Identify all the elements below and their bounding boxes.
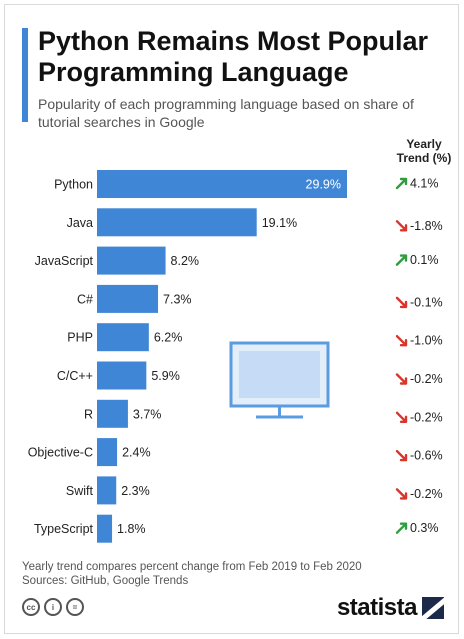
arrow-down-right-icon	[395, 373, 408, 385]
infographic-frame	[4, 4, 459, 634]
category-label: C/C++	[57, 369, 93, 383]
bar-1	[97, 208, 257, 237]
trend-label: -1.0%	[410, 334, 443, 348]
title-accent-bar	[22, 28, 28, 122]
trend-column-header: Yearly Trend (%)	[396, 137, 452, 165]
category-label: JavaScript	[35, 254, 94, 268]
statista-logo[interactable]: statista	[337, 594, 444, 622]
bar-9	[97, 514, 113, 543]
category-label: PHP	[67, 331, 93, 345]
arrow-up-right-icon	[395, 522, 408, 534]
category-label: Objective-C	[28, 446, 93, 460]
category-label: C#	[77, 292, 93, 306]
arrow-up-right-icon	[395, 177, 408, 190]
trend-note: Yearly trend compares percent change fro…	[22, 561, 362, 573]
chart-title: Python Remains Most Popular Programming …	[38, 26, 429, 87]
arrow-down-right-icon	[395, 449, 408, 462]
trend-label: -0.2%	[410, 410, 443, 424]
creative-commons-icon: cc	[22, 598, 40, 616]
value-label: 5.9%	[151, 369, 180, 383]
sources-note: Sources: GitHub, Google Trends	[22, 575, 189, 587]
value-label: 7.3%	[163, 292, 192, 306]
category-label: Swift	[66, 484, 94, 498]
monitor-screen	[239, 351, 320, 398]
trend-label: 0.3%	[410, 521, 439, 535]
bar-6	[97, 399, 128, 428]
value-label: 2.4%	[122, 446, 151, 460]
value-label: 29.9%	[306, 178, 341, 192]
bar-8	[97, 476, 117, 505]
trend-label: 4.1%	[410, 177, 439, 191]
bar-chart: Python 29.9% 4.1% Java 19.1% -1.8% JavaScript 8…	[28, 170, 443, 543]
arrow-down-right-icon	[395, 411, 408, 423]
value-label: 1.8%	[117, 522, 146, 536]
bar-5	[97, 361, 147, 390]
value-label: 8.2%	[171, 254, 200, 268]
license-icons: cc i =	[22, 598, 84, 616]
arrow-down-right-icon	[395, 335, 408, 347]
trend-label: -0.2%	[410, 487, 443, 501]
trend-label: -0.6%	[410, 449, 443, 463]
bar-7	[97, 438, 118, 467]
no-derivatives-icon: =	[66, 598, 84, 616]
bar-0	[97, 170, 347, 198]
chart-footnote: Yearly trend compares percent change fro…	[22, 560, 442, 588]
value-label: 19.1%	[262, 216, 297, 230]
chart-subtitle: Popularity of each programming language …	[38, 96, 414, 130]
trend-label: 0.1%	[410, 253, 439, 267]
value-label: 2.3%	[121, 484, 150, 498]
brand-name: statista	[336, 594, 418, 621]
attribution-icon: i	[44, 598, 62, 616]
arrow-down-right-icon	[395, 296, 408, 309]
arrow-up-right-icon	[395, 254, 408, 266]
trend-label: -0.2%	[410, 372, 443, 386]
trend-label: -1.8%	[410, 219, 443, 233]
bar-3	[97, 284, 159, 313]
category-label: TypeScript	[34, 522, 94, 536]
statista-mark-icon	[422, 597, 444, 619]
value-label: 3.7%	[133, 407, 162, 421]
arrow-down-right-icon	[395, 220, 408, 232]
category-label: R	[84, 407, 93, 421]
category-label: Java	[67, 216, 93, 230]
value-label: 6.2%	[154, 331, 183, 345]
trend-label: -0.1%	[410, 295, 443, 309]
bar-4	[97, 323, 149, 352]
bar-2	[97, 246, 166, 275]
arrow-down-right-icon	[395, 488, 408, 500]
category-label: Python	[54, 178, 93, 192]
